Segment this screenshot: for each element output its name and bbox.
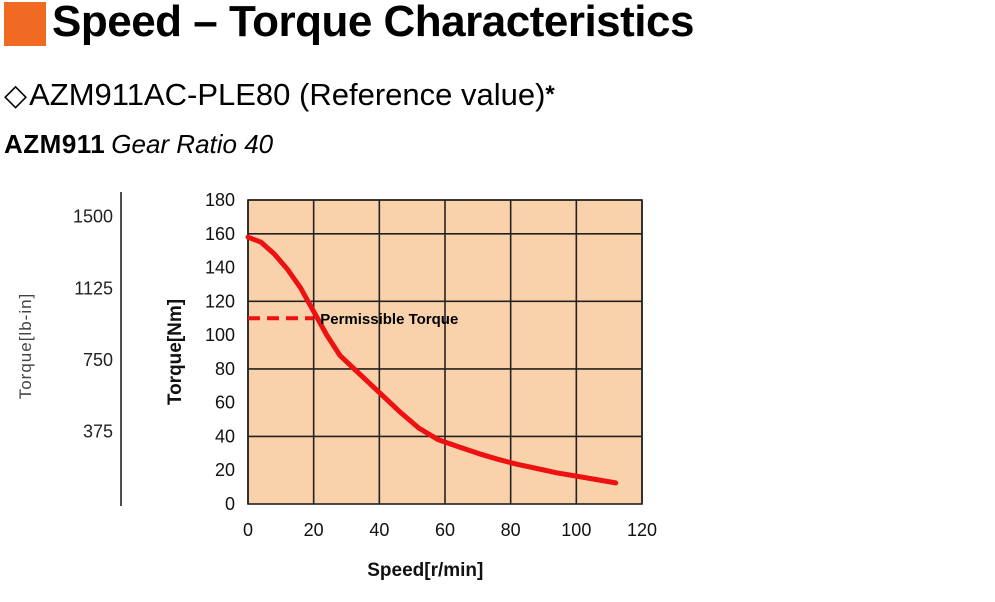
- y-axis-title: Torque[Nm]: [165, 299, 186, 405]
- y2-tick-label: 750: [83, 350, 113, 370]
- y-tick-label: 80: [215, 359, 235, 379]
- y2-tick-label: 1125: [74, 278, 113, 298]
- page-title: Speed – Torque Characteristics: [52, 0, 694, 46]
- model-name: AZM911AC-PLE80 (Reference value): [29, 77, 546, 112]
- title-accent-square: [4, 2, 46, 46]
- y-tick-label: 100: [205, 325, 235, 345]
- y-tick-label: 160: [205, 224, 235, 244]
- x-tick-label: 100: [561, 520, 591, 540]
- x-tick-label: 0: [243, 520, 253, 540]
- x-tick-label: 60: [435, 520, 455, 540]
- y-tick-label: 120: [205, 291, 235, 311]
- x-tick-label: 20: [304, 520, 324, 540]
- y-tick-label: 60: [215, 393, 235, 413]
- model-line: ◇AZM911AC-PLE80 (Reference value)*: [4, 76, 555, 115]
- y-tick-label: 180: [205, 190, 235, 210]
- y-tick-label: 0: [225, 494, 235, 514]
- y2-axis-title: Torque[lb-in]: [16, 293, 35, 400]
- y-tick-label: 140: [205, 258, 235, 278]
- permissible-torque-label: Permissible Torque: [320, 311, 458, 328]
- gear-ratio: Gear Ratio 40: [111, 129, 274, 159]
- reference-asterisk: *: [545, 81, 555, 108]
- plot-frame: [247, 199, 643, 505]
- y2-tick-label: 375: [83, 421, 113, 441]
- x-tick-label: 80: [501, 520, 521, 540]
- subtitle-model: AZM911: [4, 129, 106, 159]
- x-axis-title: Speed[r/min]: [367, 560, 483, 581]
- x-tick-label: 120: [627, 520, 657, 540]
- diamond-icon: ◇: [4, 79, 28, 112]
- y2-tick-label: 1500: [73, 207, 113, 227]
- y-tick-label: 40: [215, 426, 235, 446]
- y-tick-label: 20: [215, 460, 235, 480]
- torque-curve: [245, 234, 619, 486]
- x-tick-label: 40: [369, 520, 389, 540]
- subtitle-line: AZM911 Gear Ratio 40: [4, 128, 273, 160]
